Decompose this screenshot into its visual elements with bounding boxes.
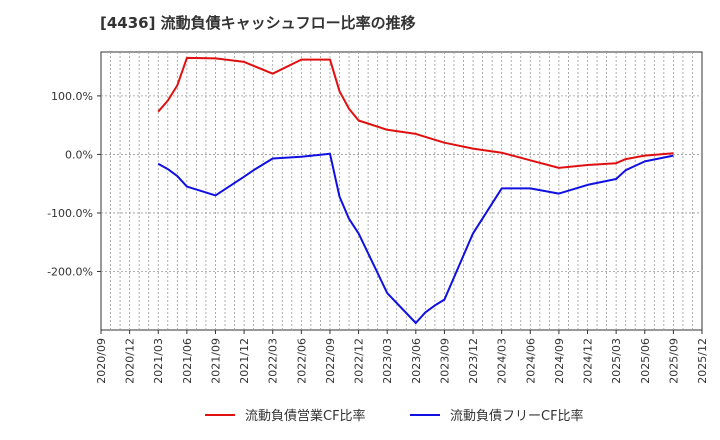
x-tick-label: 2024/09 (553, 338, 566, 384)
legend-label: 流動負債フリーCF比率 (450, 408, 584, 424)
chart-title: [4436] 流動負債キャッシュフロー比率の推移 (100, 14, 416, 32)
x-tick-label: 2022/09 (324, 338, 337, 384)
x-tick-label: 2021/03 (152, 338, 165, 384)
x-tick-label: 2024/03 (496, 338, 509, 384)
x-tick-label: 2022/12 (353, 338, 366, 384)
x-tick-label: 2025/09 (667, 338, 680, 384)
y-tick-label: -200.0% (47, 265, 93, 278)
x-tick-label: 2024/06 (524, 338, 537, 384)
x-tick-label: 2023/06 (410, 338, 423, 384)
x-tick-label: 2025/06 (639, 338, 652, 384)
x-tick-label: 2022/03 (267, 338, 280, 384)
x-tick-label: 2021/09 (209, 338, 222, 384)
series-line-operating-cf (157, 56, 674, 169)
x-tick-label: 2024/12 (582, 338, 595, 384)
x-tick-label: 2021/12 (238, 338, 251, 384)
y-tick-label: 0.0% (65, 148, 93, 161)
x-tick-label: 2023/12 (467, 338, 480, 384)
plot-area (100, 51, 703, 331)
x-tick-label: 2021/06 (181, 338, 194, 384)
x-tick-label: 2023/03 (381, 338, 394, 384)
x-tick-label: 2025/12 (696, 338, 709, 384)
y-tick-label: 100.0% (51, 90, 93, 103)
x-tick-label: 2025/03 (610, 338, 623, 384)
x-tick-label: 2022/06 (295, 338, 308, 384)
x-tick-label: 2020/12 (124, 338, 137, 384)
x-tick-label: 2023/09 (438, 338, 451, 384)
legend-label: 流動負債営業CF比率 (245, 408, 366, 424)
y-tick-label: -100.0% (47, 207, 93, 220)
series-line-free-cf (157, 152, 674, 324)
x-tick-label: 2020/09 (95, 338, 108, 384)
